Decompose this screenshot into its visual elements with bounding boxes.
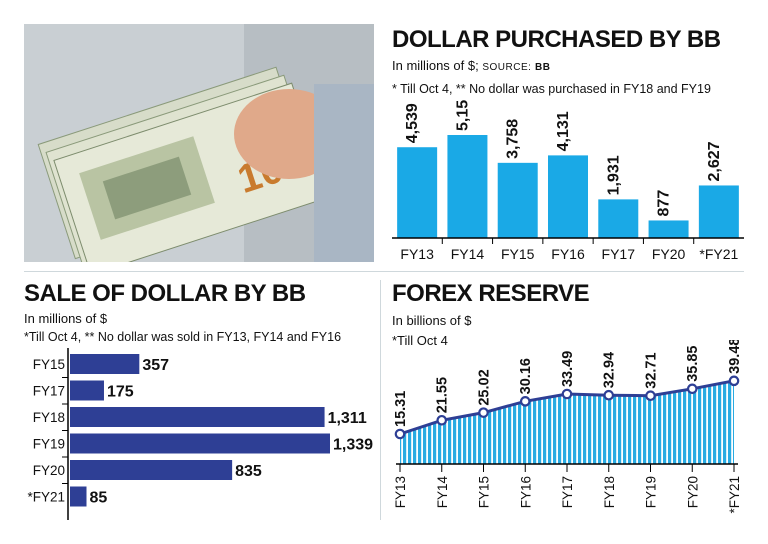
- sale-note: *Till Oct 4, ** No dollar was sold in FY…: [24, 330, 342, 344]
- sale-category-label: *FY21: [27, 490, 65, 505]
- reserve-category-label: FY13: [393, 476, 408, 508]
- sale-value-label: 357: [142, 357, 169, 374]
- reserve-marker: [561, 388, 573, 400]
- dollar-bills-photo: 100: [24, 24, 374, 262]
- reserve-marker: [645, 390, 656, 402]
- sale-unit: In millions of $: [24, 311, 108, 326]
- dollar-bills-icon: 100: [24, 24, 374, 262]
- sale-bar: [70, 433, 330, 454]
- purchased-source-label: SOURCE:: [482, 62, 532, 73]
- reserve-value-label: 32.94: [602, 352, 618, 388]
- purchased-value-label: 4,539: [404, 103, 421, 143]
- reserve-category-label: FY16: [518, 476, 533, 508]
- purchased-source-value: BB: [535, 62, 551, 73]
- reserve-unit: In billions of $: [392, 313, 472, 328]
- reserve-category-label: FY18: [602, 476, 617, 508]
- sale-category-label: FY18: [33, 410, 65, 425]
- section-divider-vertical: [380, 280, 381, 520]
- reserve-value-label: 15.31: [393, 391, 409, 427]
- reserve-value-label: 33.49: [560, 351, 576, 387]
- reserve-chart: 15.31 FY13 21.55 FY14 25.02 FY15 30.16 FY16 33.4…: [393, 340, 743, 514]
- sale-value-label: 175: [107, 384, 134, 401]
- reserve-category-label: FY14: [435, 476, 450, 509]
- purchased-category-label: FY17: [602, 246, 636, 262]
- reserve-marker: [394, 428, 406, 440]
- reserve-value-label: 35.85: [685, 346, 701, 382]
- reserve-marker: [728, 375, 740, 387]
- reserve-note: *Till Oct 4: [392, 333, 448, 348]
- purchased-bar: [698, 185, 739, 238]
- reserve-category-label: *FY21: [727, 476, 742, 514]
- reserve-marker: [436, 414, 448, 426]
- purchased-title: DOLLAR PURCHASED BY BB: [392, 26, 721, 53]
- purchased-bar: [497, 162, 538, 238]
- reserve-marker: [603, 389, 615, 401]
- reserve-area: [400, 380, 734, 464]
- sale-value-label: 1,311: [328, 410, 367, 427]
- sale-bar: [70, 486, 87, 507]
- reserve-value-label: 39.48: [727, 340, 743, 374]
- sale-value-label: 1,339: [333, 437, 373, 454]
- purchased-bar: [598, 199, 639, 238]
- purchased-note: * Till Oct 4, ** No dollar was purchased…: [392, 82, 711, 96]
- purchased-chart: 4,539 FY13 5,150 FY14 3,758 FY15 4,131 FY16 1,93…: [392, 100, 744, 262]
- purchased-bar: [397, 147, 438, 238]
- purchased-value-label: 4,131: [555, 111, 572, 151]
- purchased-bar: [548, 155, 588, 238]
- reserve-value-label: 21.55: [435, 377, 451, 413]
- purchased-bar: [447, 135, 488, 238]
- sale-category-label: FY19: [33, 437, 65, 452]
- reserve-value-label: 32.71: [644, 352, 660, 388]
- sale-bar: [70, 460, 233, 480]
- purchased-bar: [648, 220, 689, 238]
- sale-bar: [70, 407, 325, 427]
- section-divider: [24, 271, 744, 272]
- reserve-category-label: FY15: [477, 476, 492, 508]
- purchased-value-label: 2,627: [706, 141, 723, 181]
- sale-bar: [70, 380, 104, 401]
- reserve-marker: [686, 383, 698, 395]
- reserve-title: FOREX RESERVE: [392, 280, 590, 307]
- reserve-category-label: FY20: [685, 476, 700, 508]
- sale-category-label: FY15: [33, 357, 65, 372]
- sale-chart: FY15 357 FY17 175 FY18 1,311 FY19 1,339 FY20 835 *…: [27, 348, 373, 520]
- sale-category-label: FY17: [33, 384, 65, 399]
- reserve-category-label: FY17: [560, 476, 575, 508]
- purchased-value-label: 3,758: [505, 119, 522, 159]
- reserve-category-label: FY19: [644, 476, 659, 508]
- purchased-value-label: 1,931: [605, 155, 622, 195]
- purchased-category-label: FY16: [551, 246, 585, 262]
- reserve-marker: [478, 407, 489, 418]
- sale-value-label: 835: [235, 463, 262, 480]
- sale-category-label: FY20: [33, 463, 65, 478]
- sale-bar: [70, 354, 140, 374]
- purchased-category-label: FY20: [652, 246, 686, 262]
- reserve-marker: [519, 396, 531, 407]
- purchased-category-label: FY13: [400, 246, 434, 262]
- purchased-category-label: *FY21: [699, 246, 738, 262]
- purchased-value-label: 5,150: [454, 100, 471, 131]
- purchased-value-label: 877: [656, 190, 673, 217]
- purchased-category-label: FY15: [501, 246, 535, 262]
- purchased-category-label: FY14: [451, 246, 485, 262]
- sale-value-label: 85: [90, 490, 108, 507]
- reserve-value-label: 30.16: [518, 358, 534, 394]
- purchased-unit: In millions of $; SOURCE: BB: [392, 58, 550, 73]
- purchased-unit-text: In millions of $;: [392, 58, 479, 73]
- sale-title: SALE OF DOLLAR BY BB: [24, 280, 306, 307]
- reserve-value-label: 25.02: [477, 369, 493, 405]
